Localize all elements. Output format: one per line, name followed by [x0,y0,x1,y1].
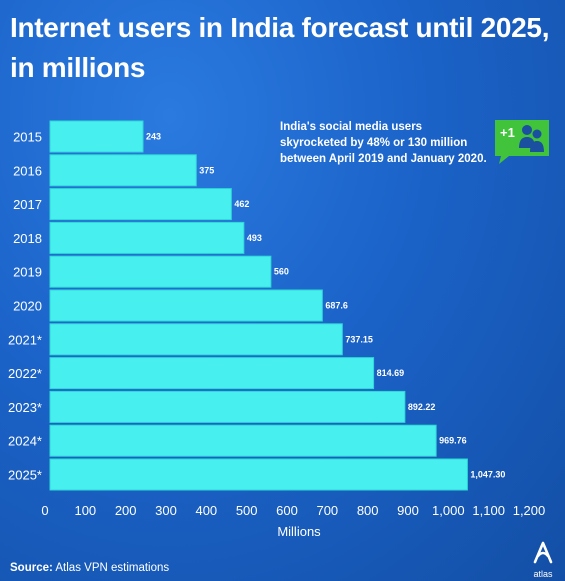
chart-title: Internet users in India forecast until 2… [10,8,555,88]
category-label-0: 2015 [13,130,42,145]
x-tick-label-6: 600 [276,503,298,518]
x-tick-label-1: 100 [74,503,96,518]
atlas-logo: atlas [528,540,558,579]
bar-6 [49,323,343,356]
x-tick-label-0: 0 [41,503,48,518]
social-users-icon: +1 [495,120,549,164]
value-label-10: 1,047.30 [470,470,505,480]
x-tick-label-2: 200 [115,503,137,518]
x-tick-label-9: 900 [397,503,419,518]
x-tick-label-11: 1,100 [472,503,505,518]
value-label-3: 493 [247,233,262,243]
x-tick-label-5: 500 [236,503,258,518]
annotation-text: India's social media users skyrocketed b… [280,121,487,165]
category-label-2: 2017 [13,197,42,212]
category-label-6: 2021* [8,332,42,347]
x-tick-label-4: 400 [195,503,217,518]
atlas-logo-icon [533,541,553,564]
category-label-9: 2024* [8,434,42,449]
bar-0 [49,120,144,153]
bar-9 [49,424,437,457]
category-label-5: 2020 [13,299,42,314]
value-label-8: 892.22 [408,402,436,412]
value-label-5: 687.6 [325,301,348,311]
x-tick-label-7: 700 [316,503,338,518]
bar-8 [49,390,406,423]
value-label-4: 560 [274,267,289,277]
category-label-1: 2016 [13,163,42,178]
bar-10 [49,458,468,491]
chart-title-line-1: Internet users in India forecast until 2… [10,12,550,43]
bar-4 [49,255,272,288]
value-label-9: 969.76 [439,436,467,446]
category-label-3: 2018 [13,231,42,246]
x-tick-label-3: 300 [155,503,177,518]
category-label-10: 2025* [8,468,42,483]
bar-1 [49,154,197,187]
value-label-1: 375 [199,165,214,175]
category-label-8: 2023* [8,400,42,415]
value-label-6: 737.15 [345,334,373,344]
x-tick-label-12: 1,200 [513,503,546,518]
source-note: Source: Atlas VPN estimations [10,562,169,574]
bar-2 [49,188,232,221]
source-text: Atlas VPN estimations [55,562,170,574]
bar-5 [49,289,323,322]
value-label-7: 814.69 [377,368,405,378]
value-label-0: 243 [146,132,161,142]
x-tick-label-8: 800 [357,503,379,518]
bar-7 [49,357,375,390]
x-axis-label: Millions [277,524,321,539]
category-label-4: 2019 [13,265,42,280]
bar-3 [49,221,245,254]
badge-text: +1 [500,125,515,140]
source-label: Source: [10,562,53,574]
chart-title-line-2: in millions [10,52,146,83]
x-tick-label-10: 1,000 [432,503,465,518]
value-label-2: 462 [234,199,249,209]
atlas-logo-text: atlas [533,569,553,579]
category-label-7: 2022* [8,366,42,381]
